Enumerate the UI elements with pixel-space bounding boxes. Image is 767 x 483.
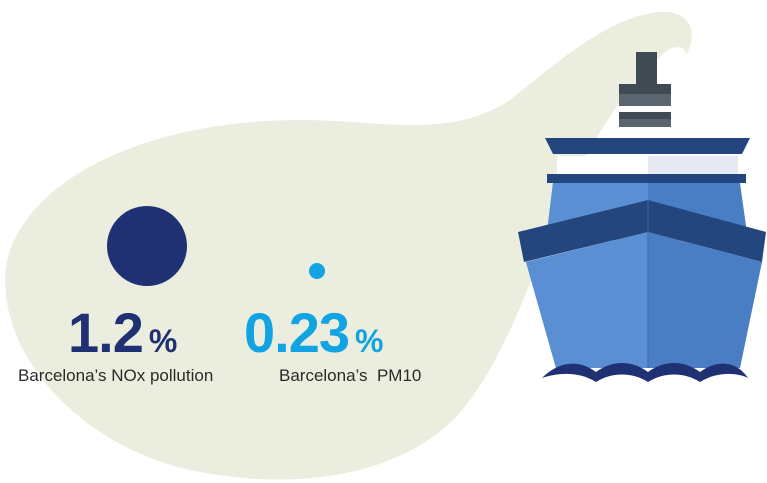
nox-stat: 1.2% <box>68 300 177 365</box>
nox-stat-unit: % <box>148 323 178 359</box>
ship-top-deck-white-shade <box>648 156 738 174</box>
nox-stat-value: 1.2 <box>68 301 144 364</box>
pm10-circle-marker <box>309 263 325 279</box>
cruise-ship-icon <box>518 52 766 382</box>
smoke-cloud-shape <box>5 11 692 480</box>
ship-funnel <box>636 52 657 84</box>
ship-lower-hull-light <box>526 232 648 368</box>
ship-second-deck <box>547 174 746 183</box>
ship-bow-band <box>518 200 766 262</box>
nox-caption: Barcelona’s NOx pollution <box>18 366 214 385</box>
ship-funnel-band-2-shade <box>619 119 671 127</box>
nox-circle-marker <box>107 206 187 286</box>
pm10-stat-unit: % <box>355 323 384 359</box>
ship-waves <box>542 363 748 382</box>
pm10-caption: Barcelona’s PM10 <box>279 366 422 385</box>
pm10-stat-value: 0.23 <box>244 301 350 364</box>
ship-funnel-band-1 <box>619 84 671 94</box>
pm10-stat: 0.23% <box>244 300 383 365</box>
ship-funnel-band-1-shade <box>619 94 671 106</box>
ship-top-deck <box>545 138 750 154</box>
ship-funnel-band-2 <box>619 112 671 119</box>
